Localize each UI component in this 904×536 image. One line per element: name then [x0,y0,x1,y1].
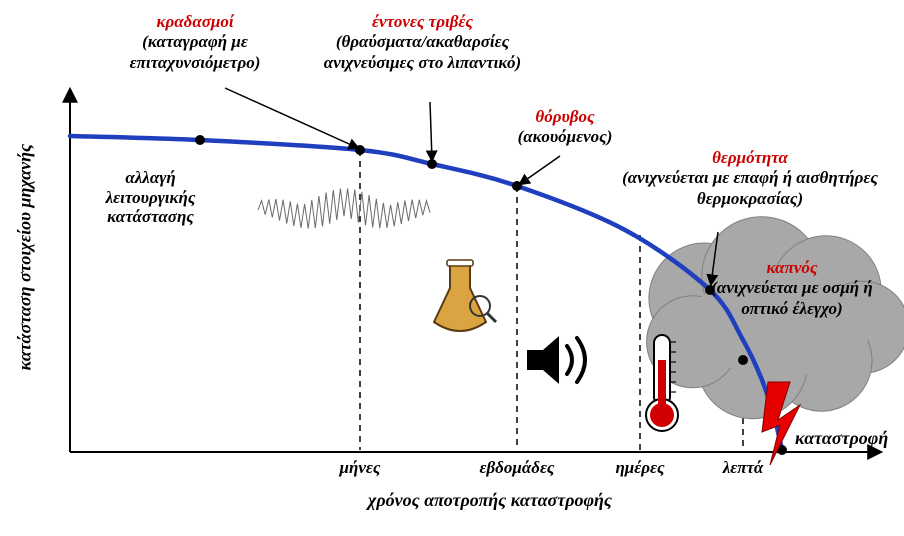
noise-label: θόρυβος (ακουόμενος) [495,107,635,148]
change-state-line3: κατάστασης [107,207,194,226]
waveform-icon [258,189,430,229]
flask-icon [434,260,496,331]
noise-title: θόρυβος [535,107,594,126]
tick-weeks: εβδομάδες [467,458,567,478]
noise-sub: (ακουόμενος) [518,127,613,146]
change-state-line2: λειτουργικής [106,188,196,207]
heat-sub: (ανιχνεύεται με επαφή ή αισθητήρες θερμο… [622,168,878,207]
vibration-title: κραδασμοί [156,12,233,31]
friction-title: έντονες τριβές [372,12,473,31]
smoke-title: καπνός [767,258,818,277]
pf-curve-diagram: κατάσταση στοιχείου μηχανής χρόνος αποτρ… [0,0,904,536]
vibration-label: κραδασμοί (καταγραφή με επιταχυνσιόμετρο… [95,12,295,73]
tick-days: ημέρες [600,458,680,478]
tick-months: μήνες [320,458,400,478]
smoke-label: καπνός (ανιχνεύεται με οσμή ή οπτικό έλε… [702,258,882,319]
heat-title: θερμότητα [712,148,788,167]
tick-minutes: λεπτά [713,458,773,478]
heat-label: θερμότητα (ανιχνεύεται με επαφή ή αισθητ… [620,148,880,209]
x-axis-label: χρόνος αποτροπής καταστροφής [330,490,650,511]
friction-sub: (θραύσματα/ακαθαρσίες ανιχνεύσιμες στο λ… [324,32,521,71]
change-state-label: αλλαγή λειτουργικής κατάστασης [83,168,218,227]
change-state-line1: αλλαγή [125,168,175,187]
failure-label: καταστροφή [795,428,904,449]
noise-leader [520,156,560,184]
y-axis-label: κατάσταση στοιχείου μηχανής [15,170,36,370]
smoke-sub: (ανιχνεύεται με οσμή ή οπτικό έλεγχο) [711,278,872,317]
vibration-sub: (καταγραφή με επιταχυνσιόμετρο) [130,32,261,71]
vibration-leader [225,88,358,148]
friction-leader [430,102,432,160]
speaker-icon [527,336,585,384]
friction-label: έντονες τριβές (θραύσματα/ακαθαρσίες ανι… [300,12,545,73]
